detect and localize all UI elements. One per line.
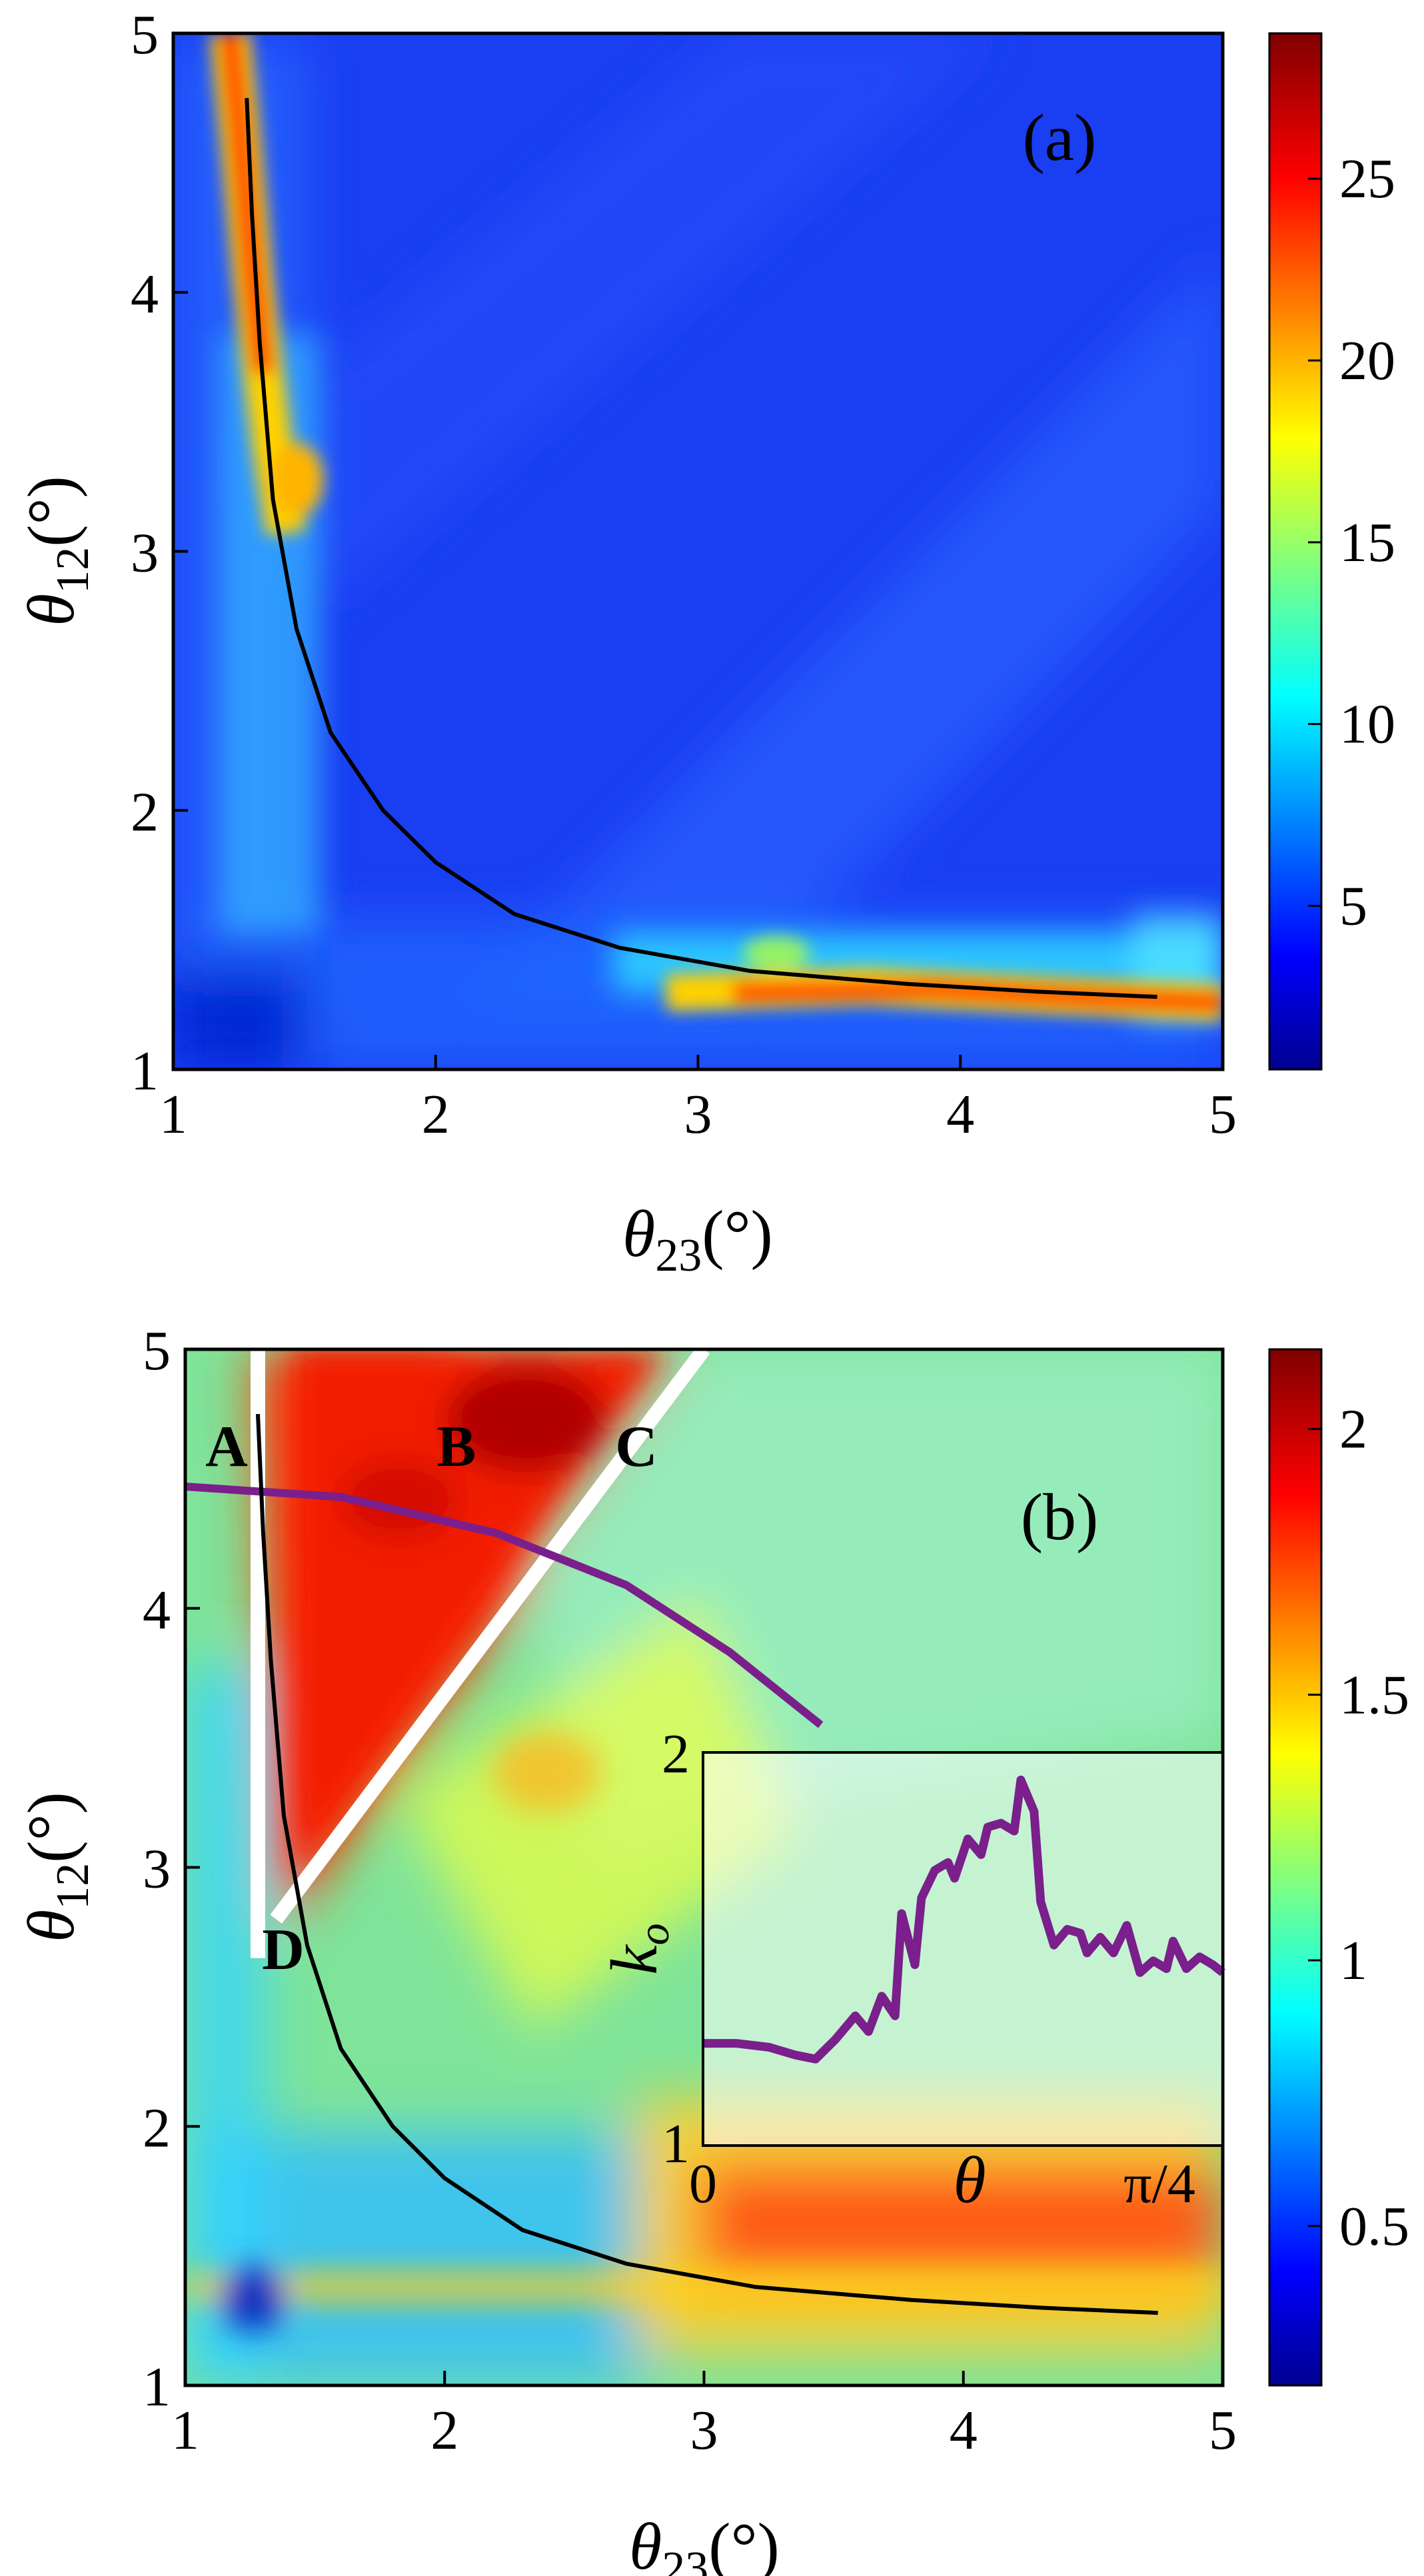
y-tick-label: 1 bbox=[143, 2356, 171, 2418]
inset: 0 π/4 1 2 θ ko bbox=[597, 1723, 1226, 2217]
y-tick-label: 3 bbox=[143, 1838, 171, 1900]
fit-curve bbox=[245, 98, 1157, 999]
x-ticks-a: 1 2 3 4 5 bbox=[159, 1055, 1237, 1145]
x-tick-label: 2 bbox=[422, 1083, 450, 1145]
inset-xtick-0: 0 bbox=[689, 2153, 717, 2215]
colorbar-tick-label: 1 bbox=[1339, 1930, 1367, 1992]
colorbar-tick-label: 15 bbox=[1339, 512, 1395, 574]
colorbar-ticks-b: 0.5 1 1.5 2 bbox=[1308, 1399, 1409, 2257]
colorbar-tick-label: 20 bbox=[1339, 330, 1395, 392]
y-tick-label: 5 bbox=[131, 4, 159, 66]
inset-xtick-1: π/4 bbox=[1123, 2153, 1195, 2215]
point-label-b: B bbox=[437, 1415, 476, 1479]
arc-b bbox=[185, 1483, 824, 1728]
x-axis-label-a: θ23(°) bbox=[622, 1197, 773, 1281]
x-tick-label: 2 bbox=[430, 2399, 458, 2461]
y-tick-label: 2 bbox=[143, 2097, 171, 2159]
colorbar-tick-label: 25 bbox=[1339, 148, 1395, 210]
curve-b bbox=[255, 1414, 1158, 2315]
colorbar-tick-label: 1.5 bbox=[1339, 1664, 1409, 1726]
colorbar-tick-label: 5 bbox=[1339, 875, 1367, 937]
colorbar-ticks-a: 5 10 15 20 25 bbox=[1308, 148, 1395, 937]
inset-series-line bbox=[703, 1775, 1226, 2064]
x-tick-label: 3 bbox=[690, 2399, 718, 2461]
boundary-line bbox=[270, 1349, 710, 1924]
y-ticks-b: 1 2 3 4 5 bbox=[143, 1320, 200, 2418]
colorbar-tick-label: 0.5 bbox=[1339, 2196, 1409, 2257]
heatmap-a bbox=[173, 33, 1223, 1069]
x-tick-label: 4 bbox=[946, 1083, 974, 1145]
y-tick-label: 2 bbox=[131, 781, 159, 843]
panel-a: 1 2 3 4 5 1 2 3 4 5 (a) θ23(°) θ12(°) 5 10 15 20 25 bbox=[14, 4, 1395, 1281]
colorbar-tick-label: 10 bbox=[1339, 694, 1395, 756]
x-ticks-b: 1 2 3 4 5 bbox=[171, 2371, 1237, 2461]
colorbar-b: 0.5 1 1.5 2 bbox=[1268, 1348, 1409, 2387]
y-tick-label: 4 bbox=[131, 263, 159, 325]
inset-line bbox=[703, 1775, 1226, 2064]
y-tick-label: 5 bbox=[143, 1320, 171, 1382]
x-tick-label: 1 bbox=[159, 1083, 187, 1145]
x-tick-label: 5 bbox=[1209, 2399, 1237, 2461]
fit-curve bbox=[255, 1414, 1158, 2315]
inset-x-label: θ bbox=[953, 2143, 986, 2217]
x-tick-label: 4 bbox=[950, 2399, 978, 2461]
panel-b: 1 2 3 4 5 1 2 3 4 5 (b) A B C D 0 π/4 1 2 θ ko θ… bbox=[14, 1320, 1409, 2576]
y-axis-label-b: θ12(°) bbox=[14, 1792, 99, 1942]
panel-label-b: (b) bbox=[1021, 1480, 1099, 1554]
theta-arc bbox=[185, 1483, 824, 1728]
x-tick-label: 3 bbox=[684, 1083, 712, 1145]
curve-a bbox=[245, 98, 1157, 999]
inset-ytick-0: 1 bbox=[662, 2113, 690, 2175]
point-label-d: D bbox=[262, 1918, 305, 1982]
point-label-c: C bbox=[615, 1415, 658, 1479]
inset-ytick-1: 2 bbox=[662, 1723, 690, 1785]
y-tick-label: 4 bbox=[143, 1579, 171, 1641]
colorbar-a: 5 10 15 20 25 bbox=[1268, 32, 1395, 1071]
x-tick-label: 1 bbox=[171, 2399, 199, 2461]
y-ticks-a: 1 2 3 4 5 bbox=[131, 4, 188, 1102]
y-axis-label-a: θ12(°) bbox=[14, 476, 99, 626]
inset-frame bbox=[702, 1751, 1224, 2147]
y-tick-label: 1 bbox=[131, 1040, 159, 1102]
x-axis-label-b: θ23(°) bbox=[629, 2509, 780, 2576]
x-tick-label: 5 bbox=[1209, 1083, 1237, 1145]
colorbar-tick-label: 2 bbox=[1339, 1399, 1367, 1461]
panel-label-a: (a) bbox=[1023, 101, 1097, 175]
y-tick-label: 3 bbox=[131, 522, 159, 584]
point-label-a: A bbox=[205, 1415, 248, 1479]
